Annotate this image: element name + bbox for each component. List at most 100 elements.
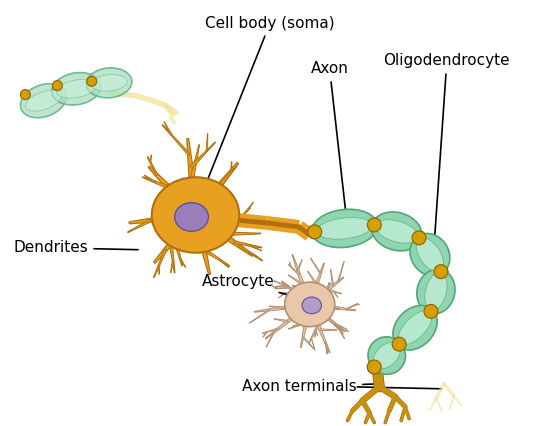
Ellipse shape [417,238,443,271]
Polygon shape [311,258,321,274]
Polygon shape [235,207,250,223]
Ellipse shape [317,218,373,239]
Polygon shape [311,338,315,350]
Text: Oligodendrocyte: Oligodendrocyte [384,54,510,245]
Polygon shape [326,282,330,291]
Polygon shape [314,322,318,337]
Polygon shape [325,342,328,354]
Polygon shape [265,302,311,339]
Ellipse shape [372,212,422,251]
Polygon shape [327,329,332,330]
Ellipse shape [398,311,432,345]
Polygon shape [320,329,337,331]
Ellipse shape [367,360,381,374]
Polygon shape [292,285,304,288]
Polygon shape [222,232,261,236]
Polygon shape [337,325,345,339]
Polygon shape [148,166,199,218]
Polygon shape [275,287,290,289]
Polygon shape [248,244,262,251]
Polygon shape [313,282,319,292]
Polygon shape [328,283,331,286]
Polygon shape [333,322,347,330]
Ellipse shape [375,220,418,243]
Polygon shape [288,264,300,276]
Ellipse shape [425,273,447,310]
Polygon shape [263,332,267,337]
Polygon shape [266,332,275,347]
Polygon shape [275,285,287,287]
Polygon shape [158,265,160,274]
Polygon shape [215,166,237,190]
Text: Axon terminals: Axon terminals [243,380,374,394]
Polygon shape [150,155,152,162]
Polygon shape [307,263,324,305]
Polygon shape [293,325,299,326]
Polygon shape [292,254,312,305]
Polygon shape [153,249,167,278]
Ellipse shape [52,72,101,105]
Polygon shape [192,162,239,218]
Polygon shape [295,221,314,241]
Polygon shape [300,304,312,348]
Polygon shape [238,245,263,261]
Polygon shape [129,210,196,224]
Polygon shape [346,303,357,310]
Ellipse shape [57,80,96,98]
Polygon shape [127,219,152,233]
Polygon shape [339,330,349,331]
Polygon shape [234,213,268,230]
Polygon shape [307,303,330,353]
Polygon shape [334,324,340,329]
Polygon shape [316,331,318,336]
Polygon shape [189,142,215,168]
Ellipse shape [152,177,239,253]
Polygon shape [162,124,190,155]
Polygon shape [288,321,306,329]
Polygon shape [144,175,156,183]
Polygon shape [220,260,229,268]
Polygon shape [254,302,310,312]
Polygon shape [169,243,175,273]
Ellipse shape [412,231,426,245]
Polygon shape [289,262,291,267]
Ellipse shape [52,81,63,90]
Polygon shape [308,277,344,306]
Ellipse shape [392,337,406,351]
Ellipse shape [21,89,30,100]
Ellipse shape [26,90,61,111]
Polygon shape [266,216,300,234]
Polygon shape [191,214,211,275]
Ellipse shape [308,225,322,239]
Polygon shape [310,302,356,311]
Text: Astrocyte: Astrocyte [202,274,302,299]
Polygon shape [308,302,345,331]
Polygon shape [325,316,342,331]
Ellipse shape [410,233,450,276]
Ellipse shape [312,209,378,248]
Ellipse shape [285,282,335,327]
Polygon shape [170,260,174,273]
Ellipse shape [368,337,405,374]
Ellipse shape [175,203,208,231]
Polygon shape [195,211,246,225]
Ellipse shape [86,76,97,86]
Polygon shape [333,291,338,298]
Polygon shape [302,337,314,349]
Text: Cell body (soma): Cell body (soma) [196,16,335,207]
Polygon shape [193,211,254,256]
Polygon shape [230,161,232,173]
Polygon shape [274,281,289,287]
Polygon shape [190,145,200,179]
Polygon shape [187,138,200,216]
Polygon shape [262,328,279,334]
Ellipse shape [393,305,437,350]
Polygon shape [282,281,311,306]
Polygon shape [249,309,270,323]
Polygon shape [288,275,304,286]
Ellipse shape [373,343,400,368]
Polygon shape [274,319,288,322]
Polygon shape [153,212,199,263]
Polygon shape [233,241,262,248]
Polygon shape [297,259,302,271]
